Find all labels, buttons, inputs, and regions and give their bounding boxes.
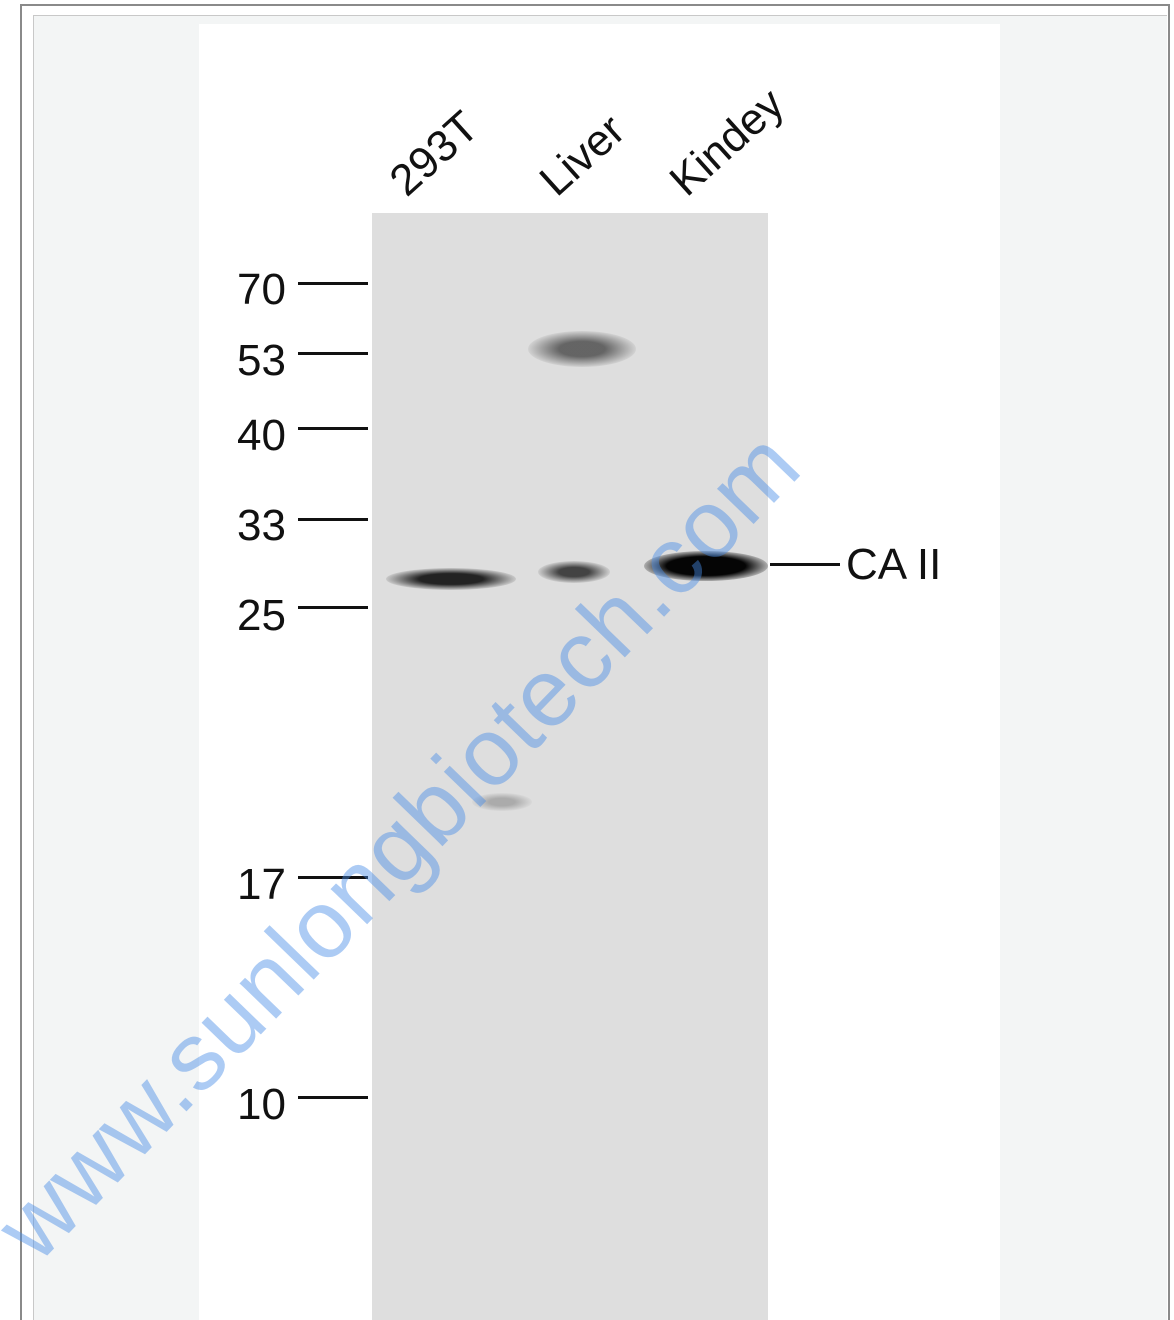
marker-label-25: 25: [237, 591, 286, 640]
band-kidney-ca2: [644, 551, 768, 581]
marker-label-70: 70: [237, 265, 286, 314]
marker-tick-10: [298, 1096, 368, 1099]
band-liver-55: [528, 331, 636, 367]
target-pointer-line: [770, 563, 840, 566]
marker-tick-40: [298, 427, 368, 430]
marker-label-10: 10: [237, 1080, 286, 1129]
marker-label-40: 40: [237, 411, 286, 460]
marker-tick-70: [298, 282, 368, 285]
marker-tick-33: [298, 518, 368, 521]
target-label: CA II: [846, 540, 942, 589]
blot-membrane: [372, 213, 768, 1320]
marker-tick-53: [298, 352, 368, 355]
band-liver-ca2: [538, 561, 610, 583]
band-293t-ca2: [386, 568, 516, 590]
band-293t-faint: [472, 793, 532, 811]
marker-label-53: 53: [237, 336, 286, 385]
marker-tick-17: [298, 876, 368, 879]
marker-tick-25: [298, 606, 368, 609]
marker-label-17: 17: [237, 860, 286, 909]
marker-label-33: 33: [237, 501, 286, 550]
